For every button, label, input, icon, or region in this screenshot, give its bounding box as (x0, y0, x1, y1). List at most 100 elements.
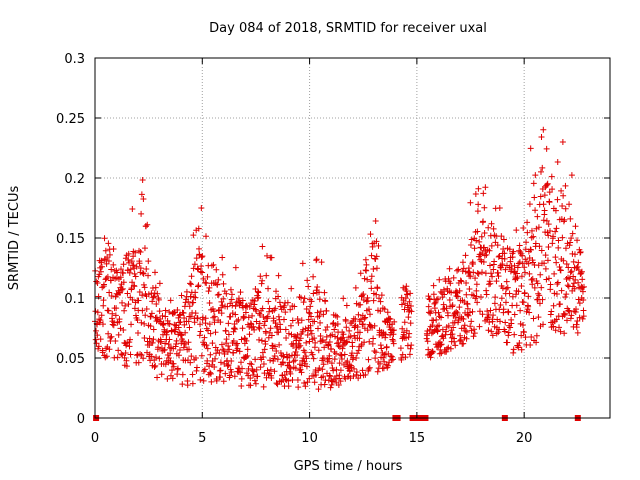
data-point (234, 340, 241, 347)
data-point (314, 284, 321, 291)
data-point (369, 340, 376, 347)
data-point (567, 215, 574, 222)
data-point (243, 337, 250, 344)
data-point (256, 336, 263, 343)
data-point (158, 371, 165, 378)
data-point (552, 207, 559, 214)
y-tick-label: 0.2 (64, 172, 85, 187)
data-point (377, 298, 384, 305)
data-point (282, 326, 289, 333)
data-point (522, 334, 529, 341)
data-point (321, 381, 328, 388)
data-point (340, 295, 347, 302)
data-point (483, 291, 490, 298)
data-point (155, 344, 162, 351)
data-point (490, 266, 497, 273)
data-point (580, 313, 587, 320)
data-point (372, 355, 379, 362)
data-point (430, 282, 437, 289)
data-point (480, 190, 487, 197)
data-point (209, 340, 216, 347)
data-point (472, 190, 479, 197)
data-point (403, 334, 410, 341)
data-point (559, 139, 566, 146)
data-point (337, 378, 344, 385)
data-point (439, 326, 446, 333)
data-point (148, 353, 155, 360)
data-point (188, 281, 195, 288)
data-point (528, 227, 535, 234)
data-point (294, 352, 301, 359)
data-point (450, 274, 457, 281)
data-point (499, 261, 506, 268)
data-point (312, 339, 319, 346)
data-point (140, 196, 147, 203)
data-point (544, 181, 551, 188)
data-point (500, 245, 507, 252)
data-point (125, 256, 132, 263)
data-point (260, 354, 267, 361)
data-point (238, 375, 245, 382)
data-point (198, 352, 205, 359)
data-point (551, 290, 558, 297)
data-point (307, 327, 314, 334)
data-point (524, 229, 531, 236)
data-point (176, 319, 183, 326)
data-point (192, 310, 199, 317)
data-point (192, 289, 199, 296)
data-point (152, 362, 159, 369)
data-point (502, 299, 509, 306)
data-point (235, 295, 242, 302)
data-point (248, 361, 255, 368)
data-point (151, 363, 158, 370)
data-point (317, 308, 324, 315)
data-point (504, 284, 511, 291)
data-point (121, 307, 128, 314)
data-point (266, 308, 273, 315)
data-point (136, 260, 143, 267)
data-point (254, 288, 261, 295)
data-point (336, 372, 343, 379)
data-point (246, 303, 253, 310)
data-point (430, 317, 437, 324)
data-point (140, 355, 147, 362)
data-point (135, 297, 142, 304)
data-point (228, 369, 235, 376)
data-point (523, 239, 530, 246)
data-point (239, 365, 246, 372)
data-point (238, 359, 245, 366)
data-point (291, 303, 298, 310)
data-point (174, 365, 181, 372)
data-point (259, 305, 266, 312)
data-point (230, 337, 237, 344)
data-point (351, 365, 358, 372)
data-point (310, 273, 317, 280)
data-point (261, 346, 268, 353)
data-point (115, 347, 122, 354)
data-point (200, 275, 207, 282)
data-point (246, 331, 253, 338)
data-point (206, 321, 213, 328)
data-point (530, 233, 537, 240)
data-point (173, 341, 180, 348)
data-point (181, 321, 188, 328)
data-point (485, 224, 492, 231)
data-point (214, 281, 221, 288)
y-tick-label: 0.25 (56, 112, 85, 127)
data-point (261, 322, 268, 329)
data-point (372, 349, 379, 356)
data-point (344, 358, 351, 365)
data-point (503, 285, 510, 292)
data-point (103, 353, 110, 360)
data-point (236, 348, 243, 355)
data-point (505, 332, 512, 339)
data-point (188, 353, 195, 360)
data-point (222, 370, 229, 377)
data-point (539, 164, 546, 171)
data-point (574, 263, 581, 270)
data-point (463, 328, 470, 335)
data-point (434, 327, 441, 334)
data-point (221, 351, 228, 358)
data-point (305, 283, 312, 290)
